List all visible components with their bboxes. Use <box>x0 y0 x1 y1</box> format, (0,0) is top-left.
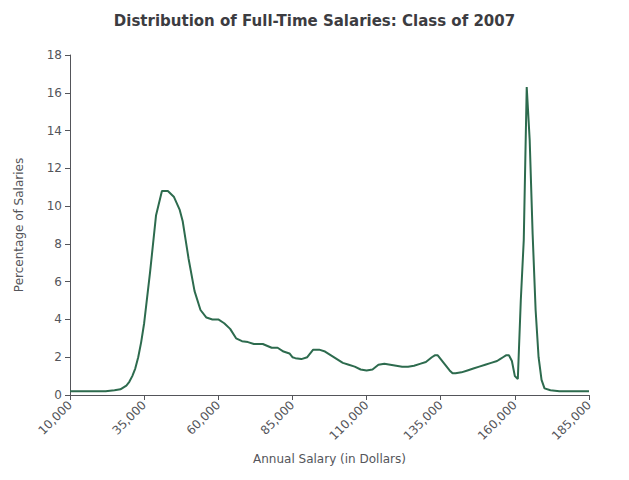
svg-text:85,000: 85,000 <box>258 398 298 438</box>
svg-text:16: 16 <box>47 86 62 100</box>
svg-text:Annual Salary (in Dollars): Annual Salary (in Dollars) <box>253 452 406 466</box>
svg-text:35,000: 35,000 <box>110 398 150 438</box>
svg-text:110,000: 110,000 <box>327 398 372 443</box>
svg-text:14: 14 <box>47 124 62 138</box>
svg-text:8: 8 <box>54 237 62 251</box>
svg-text:12: 12 <box>47 161 62 175</box>
svg-text:135,000: 135,000 <box>401 398 446 443</box>
svg-text:6: 6 <box>54 275 62 289</box>
svg-text:2: 2 <box>54 350 62 364</box>
svg-text:Percentage of Salaries: Percentage of Salaries <box>12 158 26 292</box>
svg-text:0: 0 <box>54 388 62 402</box>
svg-text:60,000: 60,000 <box>184 398 224 438</box>
svg-text:10: 10 <box>47 199 62 213</box>
svg-text:160,000: 160,000 <box>475 398 520 443</box>
svg-text:Distribution of Full-Time Sala: Distribution of Full-Time Salaries: Clas… <box>114 12 515 30</box>
svg-text:18: 18 <box>47 48 62 62</box>
svg-text:10,000: 10,000 <box>35 398 75 438</box>
svg-text:4: 4 <box>54 312 62 326</box>
svg-text:185,000: 185,000 <box>549 398 594 443</box>
